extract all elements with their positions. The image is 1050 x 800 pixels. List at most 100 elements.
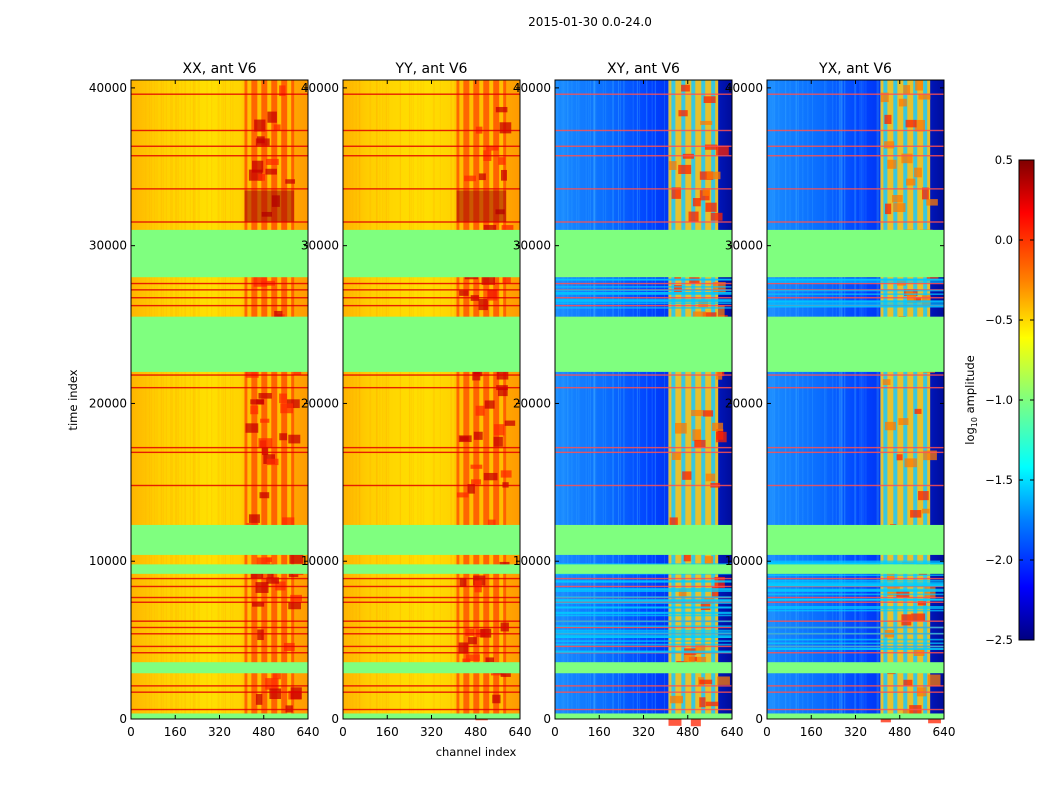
rfi-blotch (493, 436, 503, 447)
flag-row-line (131, 93, 308, 95)
rfi-blotch (882, 379, 891, 386)
flag-row-line (767, 129, 944, 132)
texture-line (162, 80, 164, 719)
rfi-blotch (478, 298, 488, 311)
cross-row-line (555, 640, 732, 642)
flag-row-line (767, 601, 944, 603)
flag-row-line (131, 145, 308, 147)
cross-row-line (555, 602, 732, 604)
rfi-blotch (904, 458, 917, 468)
rfi-blotch (914, 119, 926, 132)
flagged-time-range (131, 524, 308, 555)
flag-row-line (555, 708, 732, 711)
texture-line (170, 80, 172, 719)
flag-row-line (767, 374, 944, 376)
panel-title: YY, ant V6 (395, 61, 468, 77)
rfi-stripe (893, 80, 898, 719)
texture-line (243, 80, 245, 719)
cross-row-line (555, 620, 732, 623)
rfi-blotch (493, 424, 505, 436)
flagged-time-range (767, 524, 944, 555)
texture-line (181, 80, 183, 719)
texture-line (184, 80, 186, 719)
texture-line (567, 80, 569, 719)
cross-row-line (767, 563, 944, 565)
rfi-blotch (259, 492, 270, 499)
y-tick-label: 40000 (513, 81, 551, 95)
texture-line (807, 80, 809, 719)
flagged-time-range (131, 564, 308, 574)
texture-line (623, 80, 625, 719)
rfi-blotch (700, 120, 713, 125)
texture-line (785, 80, 787, 719)
texture-line (455, 80, 457, 719)
x-tick-label: 160 (164, 725, 187, 739)
flag-row-line (343, 297, 520, 299)
texture-line (211, 80, 213, 719)
texture-line (795, 80, 797, 719)
rfi-blotch (668, 717, 682, 726)
rfi-blotch (922, 187, 929, 200)
texture-line (651, 80, 653, 719)
rfi-blotch (678, 588, 687, 597)
flag-row-line (767, 446, 944, 449)
texture-line (839, 80, 841, 719)
x-tick-label: 480 (888, 725, 911, 739)
texture-line (156, 80, 158, 719)
rfi-blotch (245, 423, 259, 433)
rfi-blotch (918, 93, 931, 100)
texture-line (637, 80, 639, 719)
rfi-blotch (475, 405, 485, 416)
cross-row-line (767, 605, 944, 608)
texture-line (148, 80, 150, 719)
y-tick-label: 40000 (725, 81, 763, 95)
texture-line (421, 80, 423, 719)
texture-line (877, 80, 879, 719)
cross-row-line (767, 638, 944, 641)
texture-line (145, 80, 147, 719)
flag-row-line (767, 620, 944, 622)
flag-row-line (343, 596, 520, 599)
texture-line (454, 80, 456, 719)
flag-row-line (343, 601, 520, 603)
texture-line (412, 80, 414, 719)
texture-line (369, 80, 371, 719)
rfi-blotch (700, 601, 711, 611)
cross-row-line (767, 574, 944, 577)
texture-line (171, 80, 173, 719)
rfi-blotch (715, 368, 723, 380)
rfi-blotch (910, 510, 922, 518)
cross-row-line (767, 642, 944, 645)
flag-row-line (343, 652, 520, 654)
texture-line (841, 80, 843, 719)
texture-line (789, 80, 791, 719)
rfi-blotch (253, 276, 267, 287)
rfi-blotch (717, 676, 730, 685)
texture-line (189, 80, 191, 719)
texture-line (576, 80, 578, 719)
rfi-stripe (459, 80, 464, 719)
rfi-blotch (678, 164, 692, 175)
cross-row-line (767, 300, 944, 303)
rfi-blotch (459, 290, 469, 296)
rfi-blotch (884, 141, 895, 149)
flag-row-line (767, 282, 944, 285)
texture-line (232, 80, 234, 719)
texture-line (192, 80, 194, 719)
rfi-blotch (261, 447, 269, 455)
y-tick-label: 30000 (725, 239, 763, 253)
flag-row-line (343, 289, 520, 291)
flag-row-line (131, 304, 308, 307)
rfi-blotch (678, 110, 688, 117)
rfi-blotch (265, 168, 277, 175)
rfi-blotch (695, 643, 706, 655)
flag-row-line (767, 652, 944, 654)
x-tick-label: 320 (208, 725, 231, 739)
rfi-blotch (274, 310, 283, 323)
texture-line (175, 80, 177, 719)
texture-line (632, 80, 634, 719)
rfi-blotch (288, 434, 301, 444)
texture-line (602, 80, 604, 719)
flagged-time-range (767, 229, 944, 278)
